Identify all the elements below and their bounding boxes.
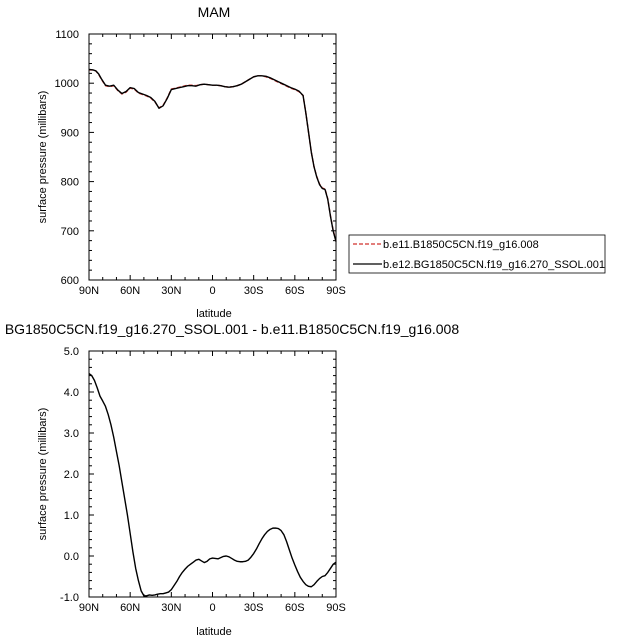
top-x-axis-label: latitude [196, 308, 231, 320]
bottom-y-tick-label: 3.0 [64, 428, 79, 440]
top-x-tick-label: 60N [120, 285, 140, 297]
top-x-tick-label: 60S [285, 285, 305, 297]
top-x-tick-label: 30N [161, 285, 181, 297]
bottom-x-tick-label: 60N [120, 602, 140, 614]
bottom-x-axis-label: latitude [196, 626, 231, 638]
bottom-y-tick-label: 0.0 [64, 551, 79, 563]
bottom-y-tick-label: 5.0 [64, 346, 79, 358]
top-y-tick-label: 800 [61, 177, 79, 189]
top-y-tick-label: 600 [61, 275, 79, 287]
top-y-tick-label: 1000 [55, 78, 79, 90]
bottom-y-tick-label: 4.0 [64, 387, 79, 399]
legend-entry-2: b.e12.BG1850C5CN.f19_g16.270_SSOL.001 [383, 259, 605, 271]
top-y-tick-label: 700 [61, 226, 79, 238]
legend-box [348, 234, 606, 274]
bottom-y-tick-label: 2.0 [64, 469, 79, 481]
legend-entry-1: b.e11.B1850C5CN.f19_g16.008 [383, 239, 539, 251]
bottom-panel: BG1850C5CN.f19_g16.270_SSOL.001 - b.e11.… [5, 321, 460, 638]
bottom-x-tick-label: 0 [209, 602, 215, 614]
top-series-line-2 [88, 68, 337, 242]
bottom-plot-frame [88, 350, 337, 598]
bottom-y-tick-label: -1.0 [60, 592, 79, 604]
bottom-series-line-1 [88, 372, 337, 597]
bottom-x-tick-label: 90S [326, 602, 346, 614]
bottom-panel-title: BG1850C5CN.f19_g16.270_SSOL.001 - b.e11.… [5, 321, 460, 337]
bottom-series-lines [88, 372, 337, 597]
top-y-tick-label: 900 [61, 127, 79, 139]
top-panel-title: MAM [198, 4, 231, 20]
top-x-tick-label: 90N [79, 285, 99, 297]
top-x-tick-label: 30S [244, 285, 264, 297]
bottom-x-tick-label: 60S [285, 602, 305, 614]
top-series-line-1 [89, 69, 337, 241]
bottom-y-axis-label: surface pressure (millibars) [37, 408, 49, 541]
top-x-tick-label: 0 [209, 285, 215, 297]
top-plot-frame [88, 33, 337, 281]
top-panel: MAM surface pressure (millibars) latitud… [37, 4, 346, 320]
top-series-lines [88, 68, 337, 242]
bottom-ticks: 90N 60N 30N 0 30S 60S 90S -1.0 0.0 1.0 2.0 3.0 4.0 5.… [60, 346, 346, 614]
top-y-axis-label: surface pressure (millibars) [37, 91, 49, 224]
bottom-x-tick-label: 90N [79, 602, 99, 614]
bottom-x-tick-label: 30N [161, 602, 181, 614]
top-x-tick-label: 90S [326, 285, 346, 297]
legend: b.e11.B1850C5CN.f19_g16.008 b.e12.BG1850… [348, 234, 606, 274]
bottom-x-tick-label: 30S [244, 602, 264, 614]
bottom-y-tick-label: 1.0 [64, 510, 79, 522]
top-ticks: 90N 60N 30N 0 30S 60S 90S 600 700 800 900 1000 1100 [55, 29, 346, 297]
top-y-tick-label: 1100 [55, 29, 79, 41]
